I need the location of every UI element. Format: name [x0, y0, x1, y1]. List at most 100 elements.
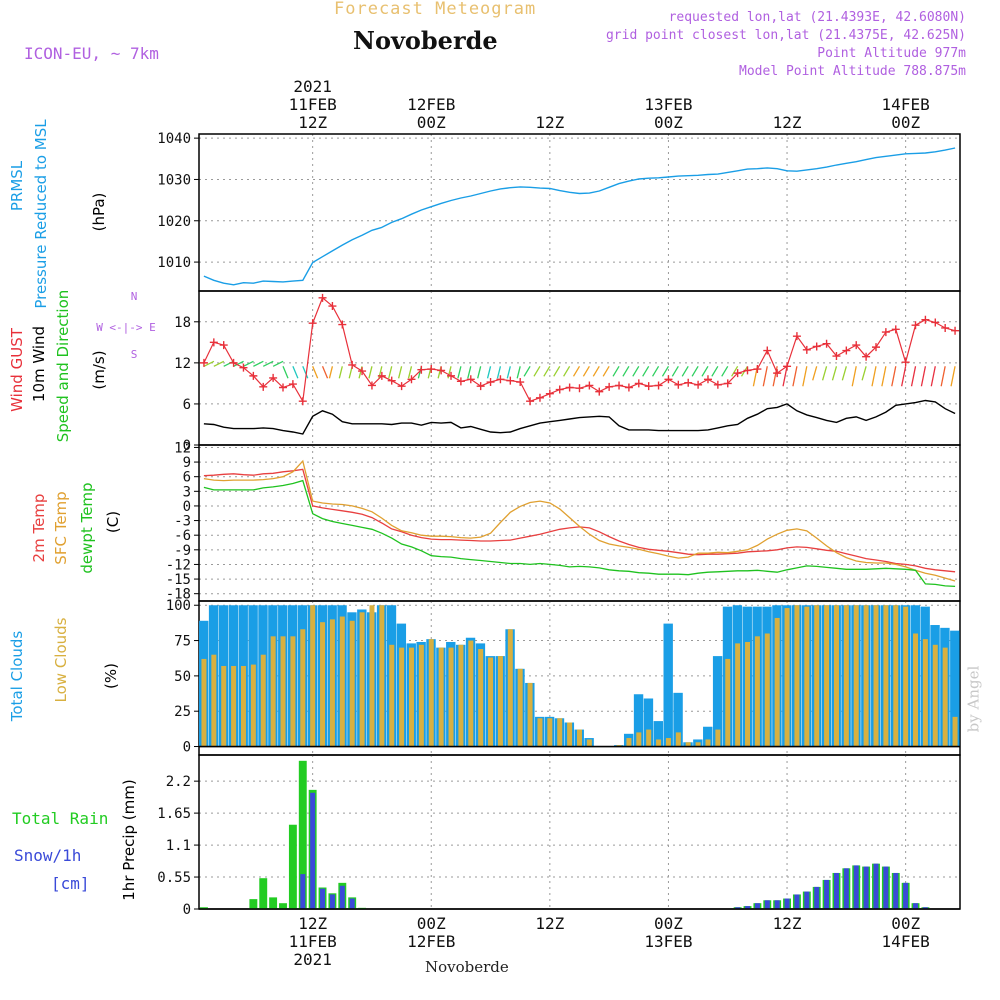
wind-direction-arrow — [467, 366, 472, 379]
wind-direction-arrow — [861, 366, 867, 381]
wind-direction-arrow — [213, 360, 225, 367]
wind-direction-arrow — [407, 366, 413, 379]
top-time-label: 00Z — [417, 113, 446, 132]
low-cloud-bar — [221, 665, 227, 747]
low-cloud-bar — [626, 738, 632, 747]
snow-bar — [804, 891, 810, 909]
low-cloud-bar — [211, 654, 217, 747]
wind-gust-marker — [624, 383, 633, 392]
wind-direction-arrow — [711, 365, 719, 377]
top-time-label: 12Z — [773, 113, 802, 132]
wind-gust-marker — [792, 332, 801, 341]
snow-bar — [339, 885, 345, 909]
compass-west-east: W <-|-> E — [96, 321, 156, 334]
low-cloud-bar — [438, 647, 444, 747]
low-cloud-bar — [290, 636, 296, 747]
wind-direction-arrow — [338, 366, 343, 379]
low-cloud-bar — [586, 739, 592, 747]
snow-bar — [784, 898, 790, 909]
low-cloud-bar — [873, 605, 879, 747]
wind-direction-arrow — [282, 366, 289, 379]
wind-gust-marker — [615, 381, 624, 390]
wind-gust-marker — [842, 346, 851, 355]
wind-direction-arrow — [841, 366, 847, 381]
total-cloud-bar — [673, 692, 683, 747]
wind-direction-arrow — [940, 366, 946, 387]
wind-gust-marker — [506, 376, 515, 385]
wind-direction-arrow — [572, 365, 581, 377]
wind-direction-arrow — [477, 366, 482, 379]
low-cloud-bar — [507, 629, 513, 747]
bottom-time-label: 12Z — [773, 914, 802, 933]
low-cloud-bar — [339, 616, 345, 747]
clouds-label-unit: (%) — [102, 663, 120, 689]
temperature-ytick-label: -9 — [174, 543, 191, 559]
wind-direction-arrow — [901, 366, 907, 387]
clouds-ytick-label: 50 — [174, 669, 191, 685]
pressure-ytick-label: 1030 — [157, 172, 191, 188]
temp-label-unit: (C) — [104, 511, 122, 533]
wind-direction-arrow — [243, 360, 254, 367]
snow-bar — [310, 792, 316, 909]
wind-gust-marker — [832, 352, 841, 361]
temperature-ytick-label: 3 — [183, 484, 191, 500]
precip-label-unit: 1hr Precip (mm) — [120, 779, 138, 900]
wind-gust-marker — [526, 397, 535, 406]
low-cloud-bar — [764, 633, 770, 747]
wind-gust-marker — [259, 382, 268, 391]
bottom-time-label: 2021 — [293, 950, 332, 969]
pressure-ytick-label: 1010 — [157, 255, 191, 271]
temperature-ytick-label: 9 — [183, 455, 191, 471]
pressure-panel: 1010 1020 1030 1040 PRMSL Pressure Reduced to… — [8, 119, 961, 309]
wind-gust-marker — [575, 384, 584, 393]
wind-direction-arrow — [930, 366, 936, 387]
wind-gust-marker — [921, 315, 930, 324]
low-cloud-bar — [784, 608, 790, 747]
temperature-ytick-label: 0 — [183, 499, 191, 515]
low-cloud-bar — [824, 605, 830, 747]
wind-direction-arrow — [253, 360, 264, 367]
snow-bar — [320, 888, 326, 909]
wind-direction-arrow — [851, 366, 857, 387]
wind-gust-marker — [516, 378, 525, 387]
bottom-time-label: 12FEB — [407, 932, 455, 951]
wind-gust-marker — [822, 339, 831, 348]
wind-gust-marker — [229, 358, 238, 367]
wind-direction-arrow — [910, 366, 917, 387]
wind-direction-arrow — [486, 366, 492, 379]
clouds-label-total: Total Clouds — [8, 631, 26, 723]
snow-bar — [843, 868, 849, 909]
wind-gust-marker — [407, 375, 416, 384]
low-cloud-bar — [922, 639, 928, 747]
low-cloud-bar — [379, 605, 385, 747]
low-cloud-bar — [359, 612, 365, 747]
wind-label-10m: 10m Wind — [30, 326, 48, 402]
temp-label-sfc: SFC Temp — [52, 491, 70, 564]
low-cloud-bar — [942, 647, 948, 747]
model-label: ICON-EU, ~ 7km — [24, 44, 159, 63]
wind-direction-arrow — [920, 366, 927, 387]
low-cloud-bar — [369, 605, 375, 747]
temp-label-dewpt: dewpt Temp — [78, 482, 96, 573]
low-cloud-bar — [497, 656, 503, 747]
temperature-ytick-label: -18 — [166, 587, 191, 603]
rain-bar — [259, 878, 268, 909]
wind-gust-marker — [269, 373, 278, 382]
wind-direction-arrow — [368, 366, 373, 379]
wind-gust-marker — [476, 382, 485, 391]
wind-label-direction: Speed and Direction — [54, 290, 72, 443]
low-cloud-bar — [685, 742, 691, 747]
wind-speed-line — [203, 399, 956, 435]
low-cloud-bar — [478, 649, 484, 747]
wind-direction-arrow — [592, 365, 600, 377]
wind-gust-marker — [387, 376, 396, 385]
clouds-ytick-label: 75 — [174, 634, 191, 650]
wind-direction-arrow — [321, 366, 329, 379]
temp-label-2m: 2m Temp — [30, 494, 48, 563]
low-cloud-bar — [448, 647, 454, 747]
wind-gust-marker — [595, 387, 604, 396]
wind-direction-arrow — [642, 365, 650, 377]
wind-gust-marker — [763, 346, 772, 355]
low-cloud-bar — [527, 682, 533, 747]
